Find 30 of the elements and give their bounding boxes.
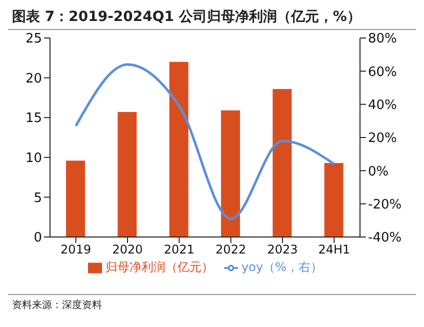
bar	[66, 160, 85, 237]
chart-title: 图表 7：2019-2024Q1 公司归母净利润（亿元，%）	[8, 8, 416, 30]
bar	[221, 110, 240, 237]
x-tick-label: 2021	[164, 242, 194, 257]
x-tick-label: 2019	[60, 242, 92, 257]
y-tick-label: 25	[25, 32, 42, 47]
x-tick-label: 24H1	[318, 242, 350, 257]
y-tick-label: 20	[25, 71, 42, 86]
y2-tick-label: -20%	[368, 197, 402, 212]
legend-label: 归母净利润（亿元）	[106, 260, 214, 274]
y-tick-label: 10	[25, 151, 42, 166]
y2-tick-label: 40%	[368, 98, 397, 113]
y-tick-label: 0	[34, 230, 42, 246]
y-tick-label: 5	[34, 190, 42, 206]
y2-tick-label: -40%	[368, 230, 402, 246]
y2-tick-label: 20%	[368, 131, 397, 146]
y2-tick-label: 60%	[368, 64, 397, 80]
x-tick-label: 2020	[112, 242, 143, 257]
y-tick-label: 15	[25, 111, 42, 126]
x-tick-label: 2023	[267, 242, 298, 257]
text: 资料来源：深度资料	[12, 298, 103, 312]
legend-label: yoy（%，右）	[242, 260, 322, 274]
x-tick-label: 2022	[216, 242, 246, 257]
bar	[272, 88, 292, 237]
y2-tick-label: 80%	[368, 32, 397, 47]
line-series	[74, 63, 336, 220]
bar	[324, 162, 344, 237]
bar	[118, 112, 137, 237]
y2-tick-label: 0%	[368, 164, 389, 180]
bar	[169, 62, 188, 237]
